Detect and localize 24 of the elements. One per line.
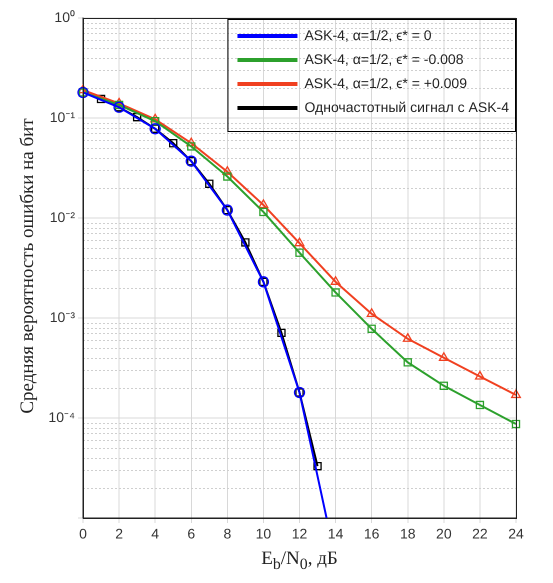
y-tick-label: 10⁻² <box>50 208 76 225</box>
x-axis-title: E$_{b}$/N$_{0}$, дБ <box>260 548 339 574</box>
y-tick-label: 10⁻¹ <box>50 108 76 125</box>
x-tick-label: 16 <box>364 525 380 542</box>
x-tick-label: 6 <box>187 525 196 542</box>
x-tick-label: 22 <box>472 525 488 542</box>
x-tick-label: 24 <box>508 525 524 542</box>
y-tick-label: 10⁰ <box>54 8 75 25</box>
x-tick-label: 10 <box>256 525 272 542</box>
y-tick-label: 10⁻³ <box>50 308 76 325</box>
x-tick-label: 8 <box>223 525 232 542</box>
x-tick-label: 2 <box>115 525 124 542</box>
legend-label: ASK-4, α=1/2, ϵ* = 0 <box>304 26 432 43</box>
x-tick-label: 18 <box>400 525 416 542</box>
x-tick-label: 12 <box>292 525 308 542</box>
x-tick-label: 14 <box>328 525 344 542</box>
y-axis-title: Средняя вероятность ошибки на бит <box>17 117 39 416</box>
x-tick-label: 4 <box>151 525 160 542</box>
legend-label: ASK-4, α=1/2, ϵ* = +0.009 <box>304 74 468 91</box>
x-tick-label: 20 <box>436 525 452 542</box>
y-tick-label: 10⁻⁴ <box>48 408 75 425</box>
x-tick-label: 0 <box>79 525 88 542</box>
legend-label: Одночастотный сигнал с ASK-4 <box>304 98 510 115</box>
legend-label: ASK-4, α=1/2, ϵ* = -0.008 <box>304 50 464 67</box>
